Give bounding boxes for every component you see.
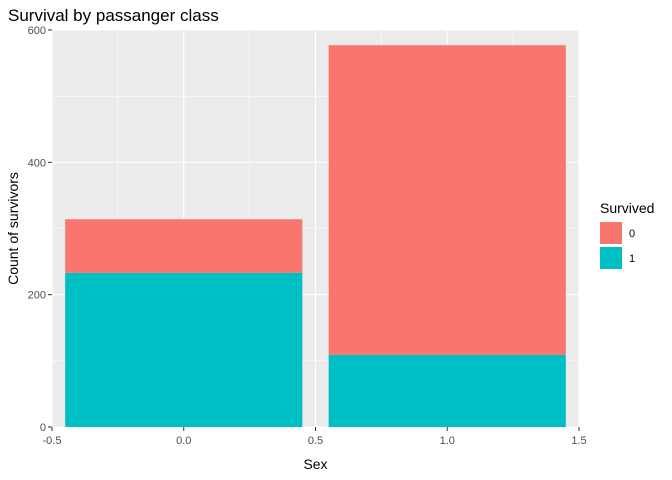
bars [65, 45, 566, 427]
legend-label-0: 0 [629, 228, 635, 240]
x-tick-label: 1.0 [440, 435, 455, 447]
legend: Survived 0 1 [600, 200, 654, 269]
y-tick-label: 200 [28, 290, 46, 302]
bar-x1-survived-0 [328, 45, 566, 355]
legend-key-0 [600, 222, 622, 244]
bar-x0-survived-0 [65, 219, 303, 273]
x-tick-label: -0.5 [43, 435, 62, 447]
chart-title: Survival by passanger class [8, 6, 219, 25]
x-tick-label: 1.5 [571, 435, 586, 447]
y-tick-label: 600 [28, 25, 46, 37]
legend-key-1 [600, 247, 622, 269]
y-tick-label: 0 [40, 422, 46, 434]
y-axis: 0 200 400 600 [28, 25, 52, 434]
y-tick-label: 400 [28, 157, 46, 169]
bar-x0-survived-1 [65, 272, 303, 427]
y-axis-title: Count of survivors [5, 172, 21, 285]
x-tick-label: 0.5 [308, 435, 323, 447]
legend-label-1: 1 [629, 253, 635, 265]
bar-x1-survived-1 [328, 354, 566, 427]
legend-title: Survived [600, 200, 654, 216]
x-axis: -0.5 0.0 0.5 1.0 1.5 [43, 427, 587, 447]
x-axis-title: Sex [303, 456, 327, 472]
x-tick-label: 0.0 [176, 435, 191, 447]
